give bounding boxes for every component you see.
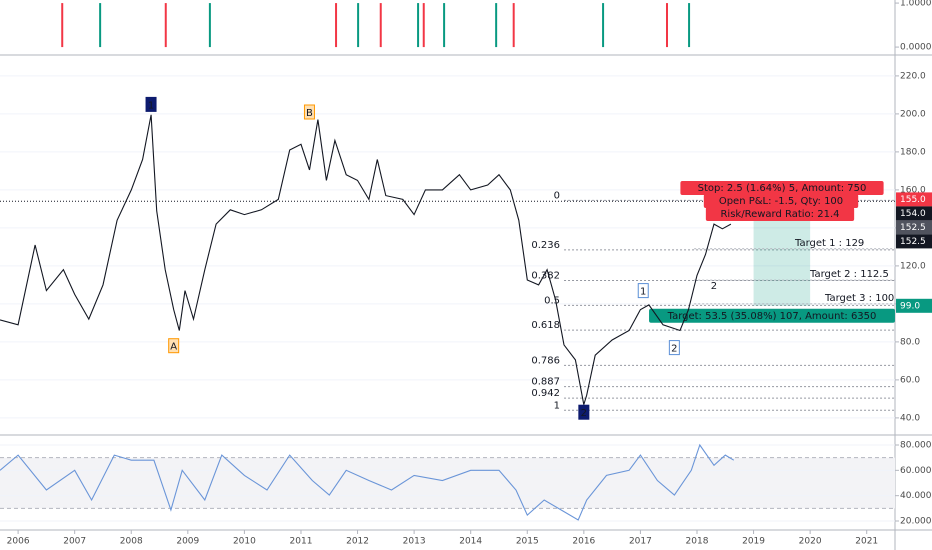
x-tick-label: 2019 (742, 537, 765, 547)
series-line (0, 443, 735, 521)
y-tick-label: 60.0000 (900, 466, 932, 476)
y-tick-label: 40.0000 (900, 491, 932, 501)
x-tick-label: 2012 (346, 537, 369, 547)
wave-box (578, 404, 590, 420)
fib-label: 0.887 (531, 377, 560, 388)
y-tick-label: 80.0 (900, 337, 920, 347)
x-tick-label: 2009 (176, 537, 199, 547)
fib-label: 0.5 (544, 295, 560, 306)
stop-label: Open P&L: -1.5, Qty: 100 (719, 196, 843, 207)
price-tag-label: 154.0 (900, 209, 926, 219)
y-tick-label: 220.0 (900, 71, 926, 81)
target-zone (753, 204, 811, 306)
x-tick-label: 2021 (855, 537, 878, 547)
fib-label: 1 (554, 400, 560, 411)
wave-label: 2 (671, 344, 677, 355)
x-tick-label: 2015 (516, 537, 539, 547)
price-tag (896, 220, 932, 235)
x-tick-label: 2006 (7, 537, 30, 547)
price-tag (896, 234, 932, 249)
y-tick-label: 80.0000 (900, 441, 932, 451)
x-tick-label: 2008 (120, 537, 143, 547)
y-tick-label: 160.0 (900, 185, 926, 195)
y-tick-label: 120.0 (900, 261, 926, 271)
x-tick-label: 2007 (63, 537, 86, 547)
fib-label: 0.618 (531, 320, 560, 331)
y-tick-label: 180.0 (900, 147, 926, 157)
x-tick-label: 2020 (799, 537, 822, 547)
fib-label: 0.236 (531, 240, 560, 251)
target-text: Target 2 : 112.5 (809, 269, 889, 280)
x-tick-label: 2016 (572, 537, 595, 547)
fib-label: 0 (554, 190, 560, 201)
wave-label: 1 (148, 100, 154, 111)
wave-box (168, 338, 180, 354)
target-label-bg (649, 308, 895, 323)
y-tick-label: 60.0 (900, 375, 920, 385)
price-tag (896, 206, 932, 221)
price-tag-label: 155.0 (900, 195, 926, 205)
stop-label-bg (680, 181, 884, 195)
y-tick-label: 1.0000 (900, 0, 932, 9)
stop-label-bg (703, 194, 859, 208)
wave-label: 2 (581, 408, 587, 419)
target-label: Target: 53.5 (35.08%) 107, Amount: 6350 (667, 311, 877, 322)
price-tag (896, 298, 932, 313)
wave-box (145, 96, 157, 112)
price-tag-label: 99.0 (900, 301, 920, 311)
wave-label: 2 (711, 281, 717, 292)
y-tick-label: 20.0000 (900, 517, 932, 527)
stop-label: Risk/Reward Ratio: 21.4 (720, 209, 839, 220)
wave-box (637, 283, 649, 299)
wave-box (668, 340, 680, 356)
wave-label: A (170, 342, 177, 353)
fib-label: 0.786 (531, 355, 560, 366)
x-tick-label: 2010 (233, 537, 256, 547)
wave-box (303, 104, 315, 120)
x-tick-label: 2013 (403, 537, 426, 547)
stop-label: Stop: 2.5 (1.64%) 5, Amount: 750 (698, 183, 867, 194)
series-line (0, 114, 732, 405)
x-tick-label: 2011 (290, 537, 313, 547)
price-tag-label: 152.5 (900, 223, 926, 233)
x-tick-label: 2017 (629, 537, 652, 547)
x-tick-label: 2014 (459, 537, 482, 547)
target-text: Target 1 : 129 (794, 238, 864, 249)
y-tick-label: 0.0000 (900, 43, 932, 53)
stop-label-bg (705, 207, 855, 221)
wave-label: 1 (640, 287, 646, 298)
wave-label: B (306, 108, 313, 119)
price-tag-label: 152.5 (900, 237, 926, 247)
y-tick-label: 200.0 (900, 109, 926, 119)
price-tag (896, 192, 932, 207)
fib-label: 0.942 (531, 388, 560, 399)
fib-label: 0.382 (531, 271, 560, 282)
target-text: Target 3 : 100 (824, 293, 894, 304)
rsi-band (0, 457, 895, 509)
x-tick-label: 2018 (686, 537, 709, 547)
y-tick-label: 40.0 (900, 413, 920, 423)
